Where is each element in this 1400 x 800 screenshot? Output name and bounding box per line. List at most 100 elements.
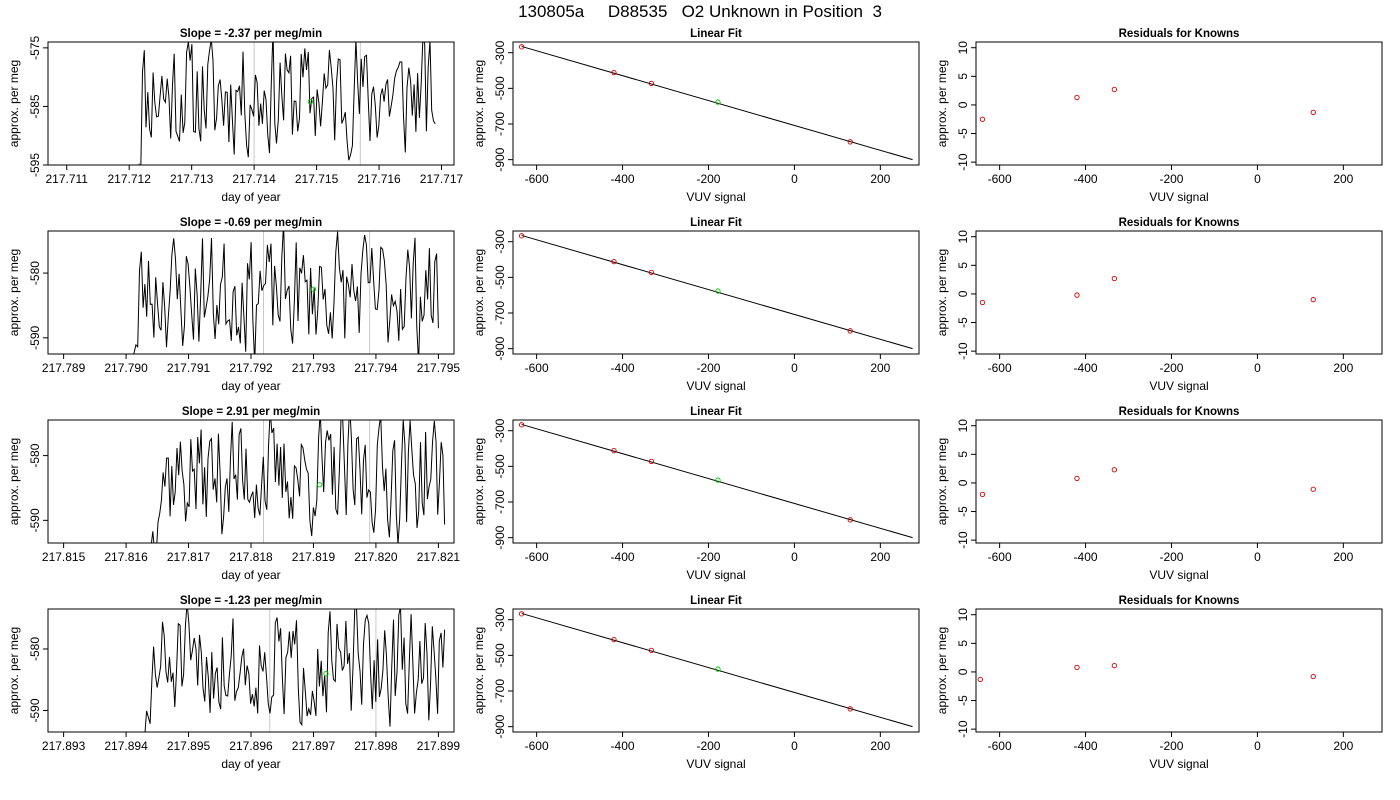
plot-area xyxy=(977,662,1316,683)
y-axis-label: approx. per meg xyxy=(935,60,949,147)
plot-frame xyxy=(975,230,1383,355)
y-tick-label: 0 xyxy=(956,290,970,297)
y-tick-label: -580 xyxy=(28,443,42,467)
y-tick-label: 10 xyxy=(956,608,970,622)
known-point xyxy=(847,139,853,145)
known-point xyxy=(518,233,525,239)
x-axis-label: VUV signal xyxy=(1149,757,1208,771)
x-tick-label: -600 xyxy=(988,550,1012,564)
unknown-point xyxy=(715,666,721,672)
x-axis-label: VUV signal xyxy=(686,568,745,582)
y-axis-label: approx. per meg xyxy=(935,438,949,525)
x-tick-label: 200 xyxy=(870,172,890,186)
panel-2-1: Slope = -0.69 per meg/min 217.789 217.790 2… xyxy=(7,217,460,393)
y-tick-label: -5 xyxy=(956,128,970,139)
x-tick-label: 0 xyxy=(791,739,798,753)
x-tick-label: 200 xyxy=(1333,739,1353,753)
fit-line xyxy=(521,234,913,350)
y-tick-label: -5 xyxy=(956,317,970,328)
x-tick-label: 217.789 xyxy=(42,361,86,375)
x-axis-label: VUV signal xyxy=(686,757,745,771)
plot-area xyxy=(518,611,913,728)
signal-trace xyxy=(137,42,436,165)
x-tick-label: 217.895 xyxy=(167,739,211,753)
panel-title: Slope = -0.69 per meg/min xyxy=(180,217,322,229)
panel-title: Residuals for Knowns xyxy=(1119,217,1240,229)
known-point xyxy=(847,706,853,712)
y-tick-label: -900 xyxy=(493,714,507,738)
panel-title: Linear Fit xyxy=(690,595,742,607)
panel-4-2: Linear Fit -600 -400 -200 0 200 -300 -500 -700 -9… xyxy=(472,595,920,771)
y-tick-label: -500 xyxy=(493,265,507,289)
plot-frame xyxy=(512,41,920,166)
x-tick-label: 217.792 xyxy=(229,361,273,375)
x-tick-label: 217.821 xyxy=(417,550,461,564)
y-tick-label: -575 xyxy=(28,36,42,60)
known-point xyxy=(611,259,617,265)
x-tick-label: -600 xyxy=(988,739,1012,753)
x-tick-label: 217.820 xyxy=(354,550,398,564)
y-tick-label: -900 xyxy=(493,525,507,549)
x-tick-label: 200 xyxy=(1333,550,1353,564)
y-axis-label: approx. per meg xyxy=(935,627,949,714)
y-tick-label: 5 xyxy=(956,73,970,80)
plot-frame xyxy=(512,419,920,544)
known-point xyxy=(847,517,853,523)
y-tick-label: -300 xyxy=(493,418,507,442)
x-tick-label: 217.715 xyxy=(295,172,339,186)
y-axis-label: approx. per meg xyxy=(7,438,21,525)
x-tick-label: 200 xyxy=(1333,361,1353,375)
x-tick-label: 200 xyxy=(870,739,890,753)
x-axis-label: day of year xyxy=(221,190,280,204)
y-tick-label: -700 xyxy=(493,112,507,136)
residual-point xyxy=(1074,292,1080,298)
residual-point xyxy=(979,116,986,122)
plot-frame xyxy=(512,608,920,733)
y-tick-label: -300 xyxy=(493,229,507,253)
y-tick-label: -10 xyxy=(956,153,970,171)
x-tick-label: 217.818 xyxy=(229,550,273,564)
x-tick-label: -600 xyxy=(525,361,549,375)
x-tick-label: -200 xyxy=(696,739,720,753)
unknown-point xyxy=(310,286,317,292)
residual-point xyxy=(1111,467,1117,473)
x-tick-label: -400 xyxy=(611,739,635,753)
plot-area xyxy=(518,44,913,161)
signal-trace xyxy=(150,420,446,543)
x-tick-label: 200 xyxy=(870,361,890,375)
unknown-point xyxy=(323,670,329,677)
x-tick-label: -600 xyxy=(988,172,1012,186)
y-axis-label: approx. per meg xyxy=(472,627,486,714)
y-tick-label: -300 xyxy=(493,40,507,64)
x-tick-label: 217.819 xyxy=(292,550,336,564)
unknown-point xyxy=(715,288,721,294)
y-tick-label: 5 xyxy=(956,451,970,458)
x-tick-label: 217.790 xyxy=(104,361,148,375)
y-tick-label: -500 xyxy=(493,643,507,667)
x-axis-label: VUV signal xyxy=(686,379,745,393)
x-tick-label: 217.816 xyxy=(104,550,148,564)
x-tick-label: -400 xyxy=(1074,550,1098,564)
x-tick-label: 217.896 xyxy=(229,739,273,753)
panel-2-3: Residuals for Knowns -600 -400 -200 0 200 -10 -… xyxy=(935,217,1383,393)
y-tick-label: 5 xyxy=(956,262,970,269)
plot-frame xyxy=(47,41,455,166)
plot-frame xyxy=(975,608,1383,733)
known-point xyxy=(648,80,654,87)
y-tick-label: -900 xyxy=(493,147,507,171)
panel-3-1: Slope = 2.91 per meg/min 217.815 217.816 21… xyxy=(7,406,461,582)
x-tick-label: -400 xyxy=(1074,739,1098,753)
y-tick-label: 0 xyxy=(956,668,970,675)
residual-point xyxy=(1074,475,1080,482)
x-tick-label: 217.897 xyxy=(292,739,336,753)
x-axis-label: VUV signal xyxy=(1149,568,1208,582)
panel-2-2: Linear Fit -600 -400 -200 0 200 -300 -500 -700 -9… xyxy=(472,217,920,393)
x-tick-label: 0 xyxy=(1254,550,1261,564)
plot-area xyxy=(518,422,913,539)
panel-4-3: Residuals for Knowns -600 -400 -200 0 200 -10 -… xyxy=(935,595,1383,771)
y-tick-label: 0 xyxy=(956,101,970,108)
y-axis-label: approx. per meg xyxy=(472,60,486,147)
x-tick-label: 217.716 xyxy=(357,172,401,186)
signal-trace xyxy=(144,609,446,732)
